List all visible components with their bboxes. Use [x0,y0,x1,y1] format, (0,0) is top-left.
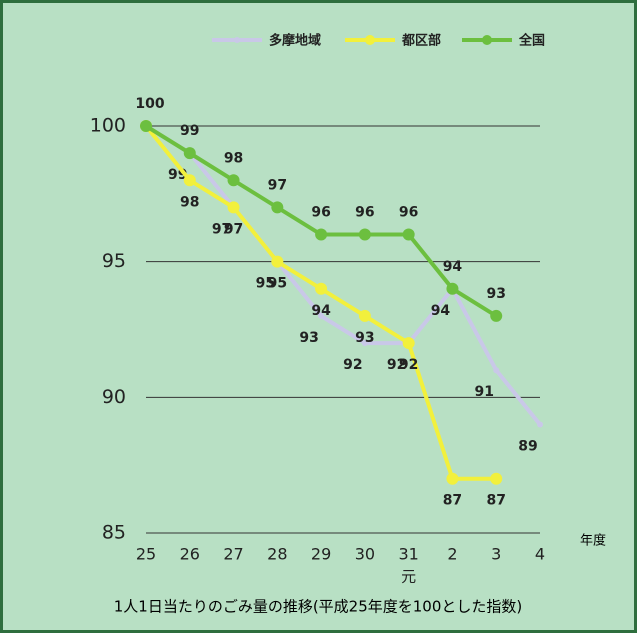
legend-label: 全国 [518,33,545,49]
series-marker [271,201,284,214]
series-marker [227,174,240,187]
chart-title: 1人1日当たりのごみ量の推移(平成25年度を100とした指数) [114,598,523,616]
data-label: 92 [343,357,362,373]
x-tick-label: 28 [267,545,287,564]
series-marker [446,472,459,485]
data-label: 99 [180,123,199,139]
data-label: 87 [443,493,462,509]
series-marker [402,337,415,350]
series-marker [183,147,196,160]
series-marker [315,228,328,241]
series-marker [183,174,196,187]
series-marker [361,340,368,347]
x-tick-sublabel: 元 [401,568,416,586]
legend-marker [482,35,492,45]
y-tick-label: 100 [90,115,126,137]
x-tick-label: 31 [398,545,418,564]
data-label: 94 [311,303,331,319]
series-marker [446,282,459,295]
x-tick-label: 27 [223,545,243,564]
data-label: 93 [355,330,374,346]
x-tick-label: 26 [180,545,200,564]
x-tick-label: 25 [136,545,156,564]
data-label: 92 [387,357,406,373]
legend-label: 都区部 [401,33,441,49]
data-label: 94 [443,259,463,275]
series-marker [140,120,152,132]
data-label: 93 [299,330,318,346]
series-marker [493,367,500,374]
data-label: 87 [486,493,505,509]
series-marker [358,228,371,241]
legend-label: 多摩地域 [269,33,321,49]
x-tick-label: 2 [447,545,457,564]
series-marker [227,201,240,214]
series-marker [537,421,543,428]
data-label: 89 [518,438,537,454]
data-label: 97 [212,221,231,237]
data-label: 97 [224,221,243,237]
data-label: 96 [399,205,418,221]
legend-marker [234,37,240,43]
data-label: 92 [399,357,418,373]
y-tick-label: 85 [102,522,126,544]
x-tick-label: 4 [535,545,545,564]
series-marker [358,309,371,322]
legend-marker [365,35,375,45]
data-label: 97 [268,177,287,193]
data-label: 93 [486,286,505,302]
data-label: 96 [311,205,330,221]
data-label: 91 [474,384,493,400]
series-marker [315,282,328,295]
series-marker [271,255,284,268]
y-tick-label: 95 [102,250,126,272]
series-marker [318,312,325,319]
x-tick-label: 3 [491,545,501,564]
x-axis-label: 年度 [580,533,606,549]
data-label: 95 [256,276,275,292]
series-marker [402,228,415,241]
data-label: 100 [135,96,164,112]
series-marker [490,309,503,322]
x-tick-label: 29 [311,545,331,564]
data-label: 95 [268,276,287,292]
series-marker [490,472,503,485]
y-tick-label: 90 [102,386,126,408]
data-label: 94 [431,303,451,319]
series-line [144,124,542,426]
x-tick-label: 30 [355,545,375,564]
data-label: 96 [355,205,374,221]
data-label: 98 [180,194,199,210]
data-label: 98 [224,150,243,166]
